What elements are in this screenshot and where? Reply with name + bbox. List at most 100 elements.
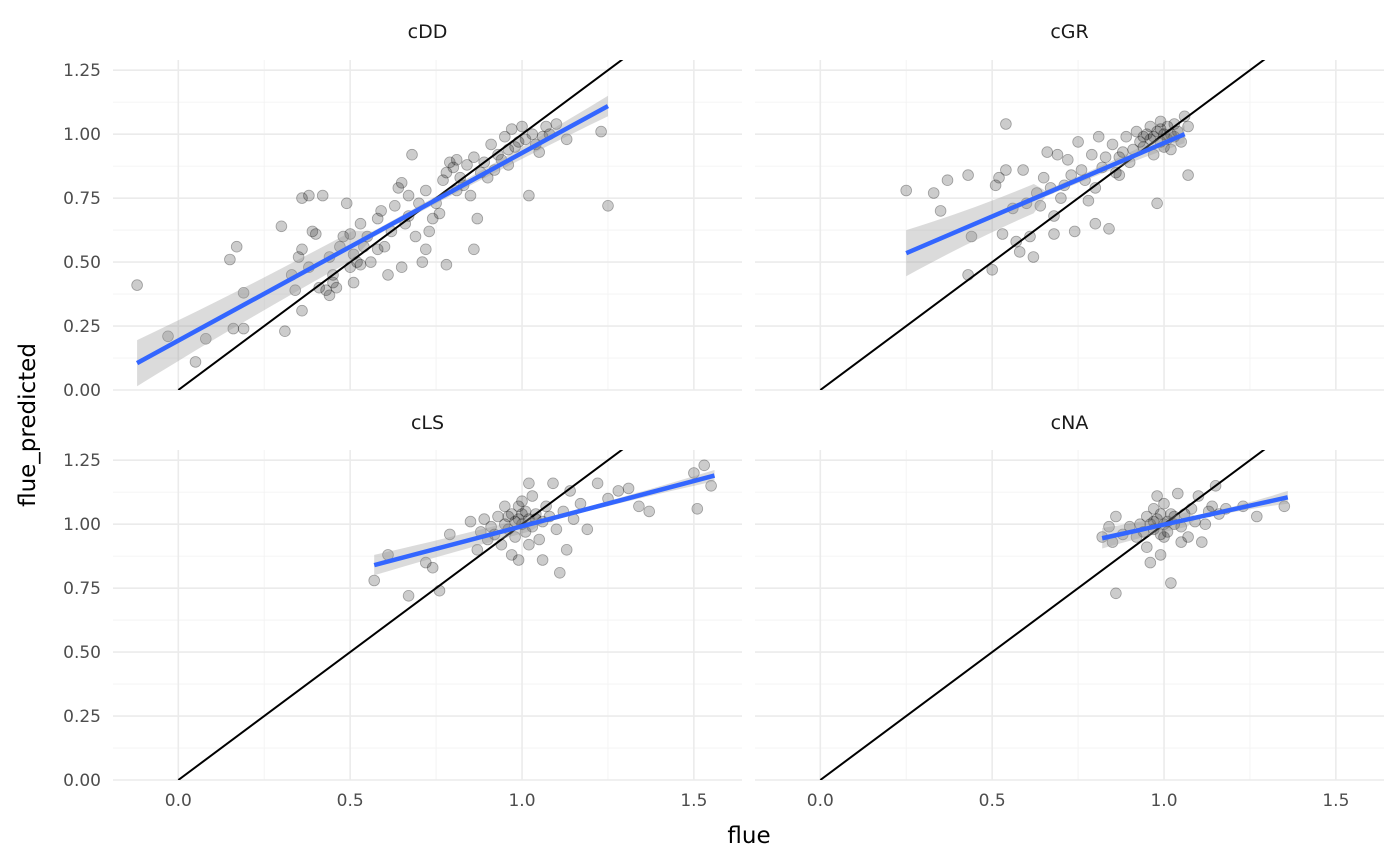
y-tick-label: 0.00 bbox=[63, 771, 101, 791]
data-point bbox=[560, 543, 573, 556]
data-point bbox=[612, 485, 625, 497]
panel-cna: cNA 0.0 0.5 1.0 1.5 bbox=[755, 412, 1384, 811]
data-point bbox=[498, 500, 511, 513]
data-point bbox=[1161, 526, 1174, 538]
data-point bbox=[354, 217, 367, 230]
data-point bbox=[461, 159, 473, 171]
y-tick-label: 1.00 bbox=[63, 515, 101, 535]
data-point bbox=[505, 549, 518, 561]
data-point bbox=[698, 459, 710, 472]
data-point bbox=[230, 240, 243, 253]
data-point bbox=[447, 161, 460, 174]
facet-label-cdd: cDD bbox=[408, 21, 448, 43]
x-tick-label: 0.5 bbox=[979, 791, 1006, 811]
identity-line bbox=[819, 60, 1266, 390]
data-point bbox=[1141, 128, 1153, 141]
data-point bbox=[419, 184, 432, 197]
data-point bbox=[237, 322, 250, 335]
data-point bbox=[526, 128, 539, 141]
x-tick-label: 0.0 bbox=[165, 791, 192, 811]
data-point bbox=[512, 554, 525, 566]
data-point bbox=[523, 189, 535, 202]
data-point bbox=[316, 189, 329, 202]
data-point bbox=[1165, 143, 1177, 156]
data-point bbox=[533, 146, 545, 158]
panel-cls: cLS 0.00 0.25 0.50 0.75 1.00 1.25 0.0 0.5 1.0 1.5 bbox=[63, 412, 742, 811]
data-point bbox=[962, 169, 974, 181]
data-point bbox=[986, 263, 998, 276]
data-point bbox=[1089, 217, 1102, 230]
shared-axes: flue flue_predicted bbox=[15, 343, 771, 849]
data-point bbox=[495, 538, 508, 551]
data-point bbox=[1206, 500, 1218, 513]
data-point bbox=[1141, 541, 1153, 553]
data-point bbox=[406, 148, 418, 161]
data-point bbox=[1110, 166, 1122, 179]
data-point bbox=[574, 497, 587, 510]
regression-line bbox=[905, 132, 1186, 256]
data-point bbox=[347, 276, 360, 289]
data-point bbox=[1199, 518, 1212, 530]
data-point bbox=[1068, 225, 1081, 238]
data-point bbox=[1182, 531, 1194, 543]
data-point bbox=[536, 554, 549, 566]
data-point bbox=[526, 490, 539, 502]
data-point bbox=[388, 200, 401, 212]
x-tick-label: 1.5 bbox=[1322, 791, 1349, 811]
data-point bbox=[437, 174, 449, 187]
regression-line bbox=[1101, 495, 1289, 541]
data-point bbox=[1151, 490, 1163, 502]
data-point bbox=[368, 574, 381, 587]
data-point bbox=[1165, 577, 1177, 589]
data-point bbox=[1154, 123, 1167, 135]
x-tick-label: 1.5 bbox=[680, 791, 707, 811]
data-point bbox=[309, 228, 322, 240]
data-point bbox=[900, 184, 912, 197]
y-tick-label: 0.25 bbox=[63, 317, 101, 337]
data-point bbox=[402, 189, 415, 202]
data-point bbox=[1051, 148, 1064, 161]
data-point bbox=[1154, 508, 1167, 520]
data-point bbox=[1192, 490, 1205, 502]
panel-cdd: cDD 0.00 0.25 0.50 0.75 1.00 1.25 bbox=[63, 21, 742, 401]
data-point bbox=[189, 356, 202, 368]
data-point bbox=[1154, 549, 1167, 561]
data-point bbox=[382, 269, 394, 281]
data-point bbox=[512, 513, 525, 525]
data-point bbox=[691, 502, 704, 515]
data-point bbox=[1075, 164, 1088, 176]
data-point bbox=[1278, 500, 1291, 513]
regression-line bbox=[373, 473, 716, 568]
data-point bbox=[330, 281, 343, 294]
facet-label-cgr: cGR bbox=[1050, 21, 1088, 43]
data-point bbox=[705, 479, 717, 492]
data-point bbox=[200, 332, 212, 345]
data-point bbox=[1017, 164, 1029, 176]
data-point bbox=[547, 477, 559, 490]
y-tick-label: 1.25 bbox=[63, 451, 101, 471]
data-point bbox=[1182, 169, 1194, 181]
data-point bbox=[519, 133, 532, 146]
data-point bbox=[471, 212, 484, 225]
panel-marks bbox=[177, 450, 717, 780]
data-point bbox=[1110, 510, 1122, 523]
y-tick-label: 0.00 bbox=[63, 381, 101, 401]
data-point bbox=[395, 177, 408, 189]
data-point bbox=[633, 500, 645, 513]
x-axis-title: flue bbox=[727, 823, 770, 849]
data-point bbox=[595, 125, 607, 138]
data-point bbox=[313, 281, 326, 294]
data-point bbox=[450, 154, 463, 166]
data-point bbox=[433, 584, 446, 597]
data-point bbox=[468, 151, 480, 164]
data-point bbox=[1130, 125, 1143, 138]
y-axis-title: flue_predicted bbox=[15, 343, 41, 507]
regression-line bbox=[135, 104, 610, 366]
data-point bbox=[1144, 120, 1157, 133]
data-point bbox=[965, 230, 978, 243]
data-point bbox=[1154, 115, 1167, 128]
data-point bbox=[1103, 520, 1115, 533]
data-point bbox=[289, 284, 302, 297]
y-tick-label: 0.75 bbox=[63, 189, 101, 209]
data-point bbox=[371, 212, 384, 225]
